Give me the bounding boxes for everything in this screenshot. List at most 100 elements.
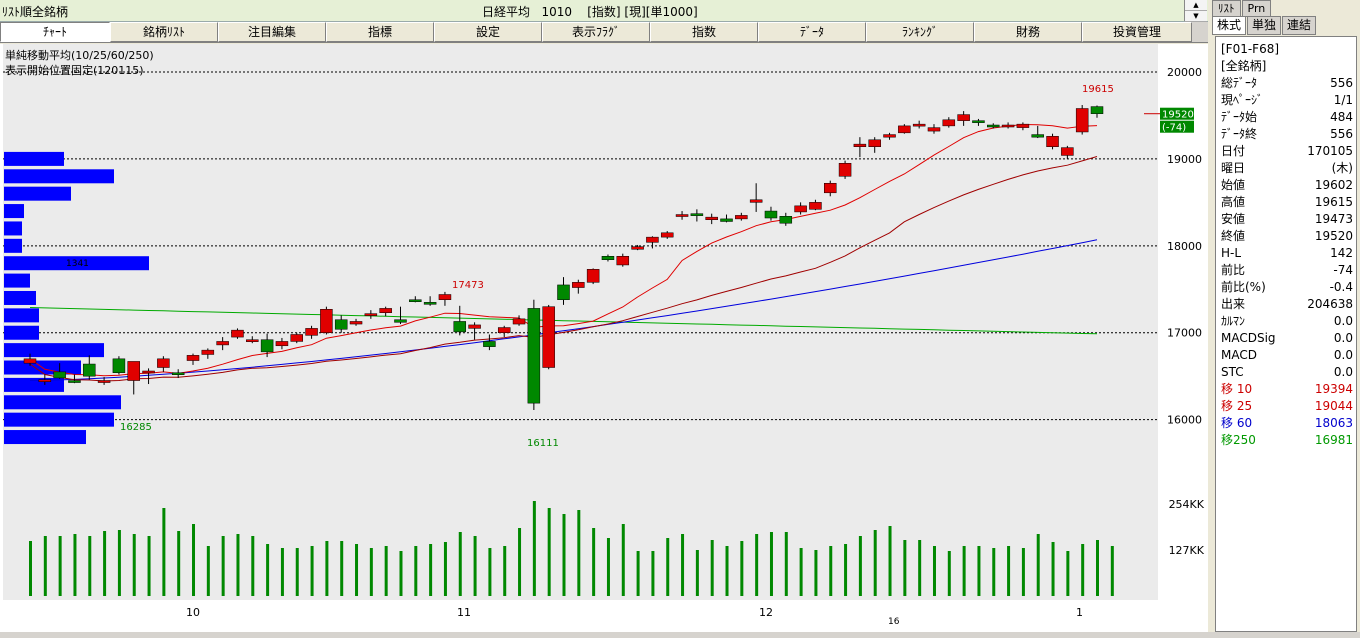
info-value: 0.0 (1333, 314, 1353, 328)
menu-item-2[interactable]: 注目編集 (218, 22, 326, 42)
annotation-low1: 16285 (120, 422, 152, 433)
menu-item-8[interactable]: ﾗﾝｷﾝｸﾞ (866, 22, 974, 42)
time-axis-area (3, 600, 1158, 632)
candle-body (157, 358, 170, 368)
info-row: 移250 16981 (1221, 432, 1353, 449)
candle-body (1046, 136, 1059, 147)
volume-bar (769, 532, 773, 596)
info-row: MACD 0.0 (1221, 347, 1353, 364)
volume-bar (458, 532, 462, 596)
candle-body (1061, 147, 1074, 156)
menu-item-4[interactable]: 設定 (434, 22, 542, 42)
volume-bar (799, 548, 803, 596)
info-value: 556 (1330, 76, 1353, 90)
display-start-label: 表示開始位置固定(120115) (5, 64, 144, 77)
side-panel: ﾘｽﾄ Prn 株式 単独 連結 [F01-F68] [全銘柄] 総ﾃﾞｰﾀ 55… (1212, 0, 1360, 632)
info-row: 現ﾍﾟｰｼﾞ 1/1 (1221, 92, 1353, 109)
volume-bar (621, 524, 625, 596)
tab-list[interactable]: ﾘｽﾄ (1212, 0, 1241, 17)
menu-item-1[interactable]: 銘柄ﾘｽﾄ (110, 22, 218, 42)
volume-bar (1036, 534, 1040, 596)
volume-bar (577, 510, 581, 596)
menu-item-9[interactable]: 財務 (974, 22, 1082, 42)
candle-body (557, 284, 570, 300)
volume-profile-bar (4, 256, 149, 271)
page-spinner[interactable]: ▲ ▼ (1184, 0, 1207, 22)
tab-consolidated[interactable]: 連結 (1282, 16, 1317, 35)
tab-standalone[interactable]: 単独 (1247, 16, 1282, 35)
tab-print[interactable]: Prn (1241, 0, 1272, 17)
tab-stock[interactable]: 株式 (1212, 16, 1247, 35)
candle-body (1031, 134, 1044, 138)
volume-bar (1007, 546, 1011, 596)
candle-body (453, 321, 467, 333)
info-value: 19394 (1314, 382, 1353, 396)
volume-bar (651, 551, 655, 596)
volume-profile-bar (4, 430, 86, 445)
volume-bar (117, 530, 121, 596)
volume-bar (1081, 544, 1085, 596)
volume-bar (814, 550, 818, 596)
menu-item-10[interactable]: 投資管理 (1082, 22, 1192, 42)
info-row: 終値 19520 (1221, 228, 1353, 245)
volume-bar (325, 541, 329, 596)
info-label: 移250 (1221, 433, 1256, 447)
info-row: 移 10 19394 (1221, 381, 1353, 398)
menu-item-5[interactable]: 表示ﾌﾗｸﾞ (542, 22, 650, 42)
candle-body (216, 341, 229, 346)
menu-item-6[interactable]: 指数 (650, 22, 758, 42)
volume-bar (88, 536, 92, 596)
volume-bar (1066, 551, 1070, 596)
info-label: H-L (1221, 246, 1242, 260)
info-row: 移 60 18063 (1221, 415, 1353, 432)
info-row: ﾃﾞｰﾀ終 556 (1221, 126, 1353, 143)
ma60-line (29, 239, 1098, 381)
volume-bar (355, 544, 359, 596)
info-row: 前比(%) -0.4 (1221, 279, 1353, 296)
volume-bar (177, 531, 181, 596)
price-chart[interactable]: 20000 19000 18000 17000 16000 254KK 127KK 1341 1… (0, 44, 1208, 632)
candle-body (38, 379, 52, 382)
spin-down-icon[interactable]: ▼ (1185, 11, 1207, 22)
range-label: [F01-F68] (1221, 42, 1280, 56)
info-label: 安値 (1221, 212, 1246, 226)
volume-profile-bar (4, 308, 39, 323)
volume-bar (681, 534, 685, 596)
menu-item-3[interactable]: 指標 (326, 22, 434, 42)
candle-body (1016, 123, 1030, 128)
volume-profile-bar (4, 325, 39, 340)
candle-body (838, 163, 852, 177)
menu-item-0[interactable]: ﾁｬｰﾄ (0, 22, 110, 42)
volume-bar (710, 540, 714, 596)
info-row: 曜日 (木) (1221, 160, 1353, 177)
info-label: 日付 (1221, 144, 1246, 158)
title-bar: ﾘｽﾄ順全銘柄 日経平均 1010 [指数] [現][単1000] ▲ ▼ (0, 0, 1208, 22)
candle-body (853, 143, 867, 147)
chart-area[interactable]: 20000 19000 18000 17000 16000 254KK 127KK 1341 1… (0, 44, 1208, 632)
info-row: 出来 204638 (1221, 296, 1353, 313)
volume-bar (429, 544, 433, 596)
info-value: 1/1 (1333, 93, 1353, 107)
info-box: [F01-F68] [全銘柄] 総ﾃﾞｰﾀ 556 現ﾍﾟｰｼﾞ 1/1 ﾃﾞｰﾀ始 48… (1215, 36, 1357, 632)
candle-body (631, 246, 644, 250)
instrument-title: 日経平均 1010 [指数] [現][単1000] (482, 5, 698, 19)
volume-bar (384, 546, 388, 596)
candle-body (53, 371, 66, 379)
last-price-badge (1160, 107, 1194, 120)
info-value: 19473 (1314, 212, 1353, 226)
menu-item-7[interactable]: ﾃﾞｰﾀ (758, 22, 866, 42)
candle-body (883, 134, 896, 138)
spin-up-icon[interactable]: ▲ (1185, 0, 1207, 11)
candle-body (231, 329, 244, 338)
info-row: 移 25 19044 (1221, 398, 1353, 415)
candle-body (601, 256, 615, 260)
volume-bar (932, 546, 936, 596)
volume-bar (192, 524, 196, 596)
volume-bar (1021, 548, 1025, 596)
info-row: 日付 170105 (1221, 143, 1353, 160)
info-row: H-L 142 (1221, 245, 1353, 262)
candle-body (260, 339, 274, 353)
candle-body (794, 205, 807, 213)
candle-body (290, 334, 303, 342)
ma-settings-label: 単純移動平均(10/25/60/250) (5, 49, 154, 62)
